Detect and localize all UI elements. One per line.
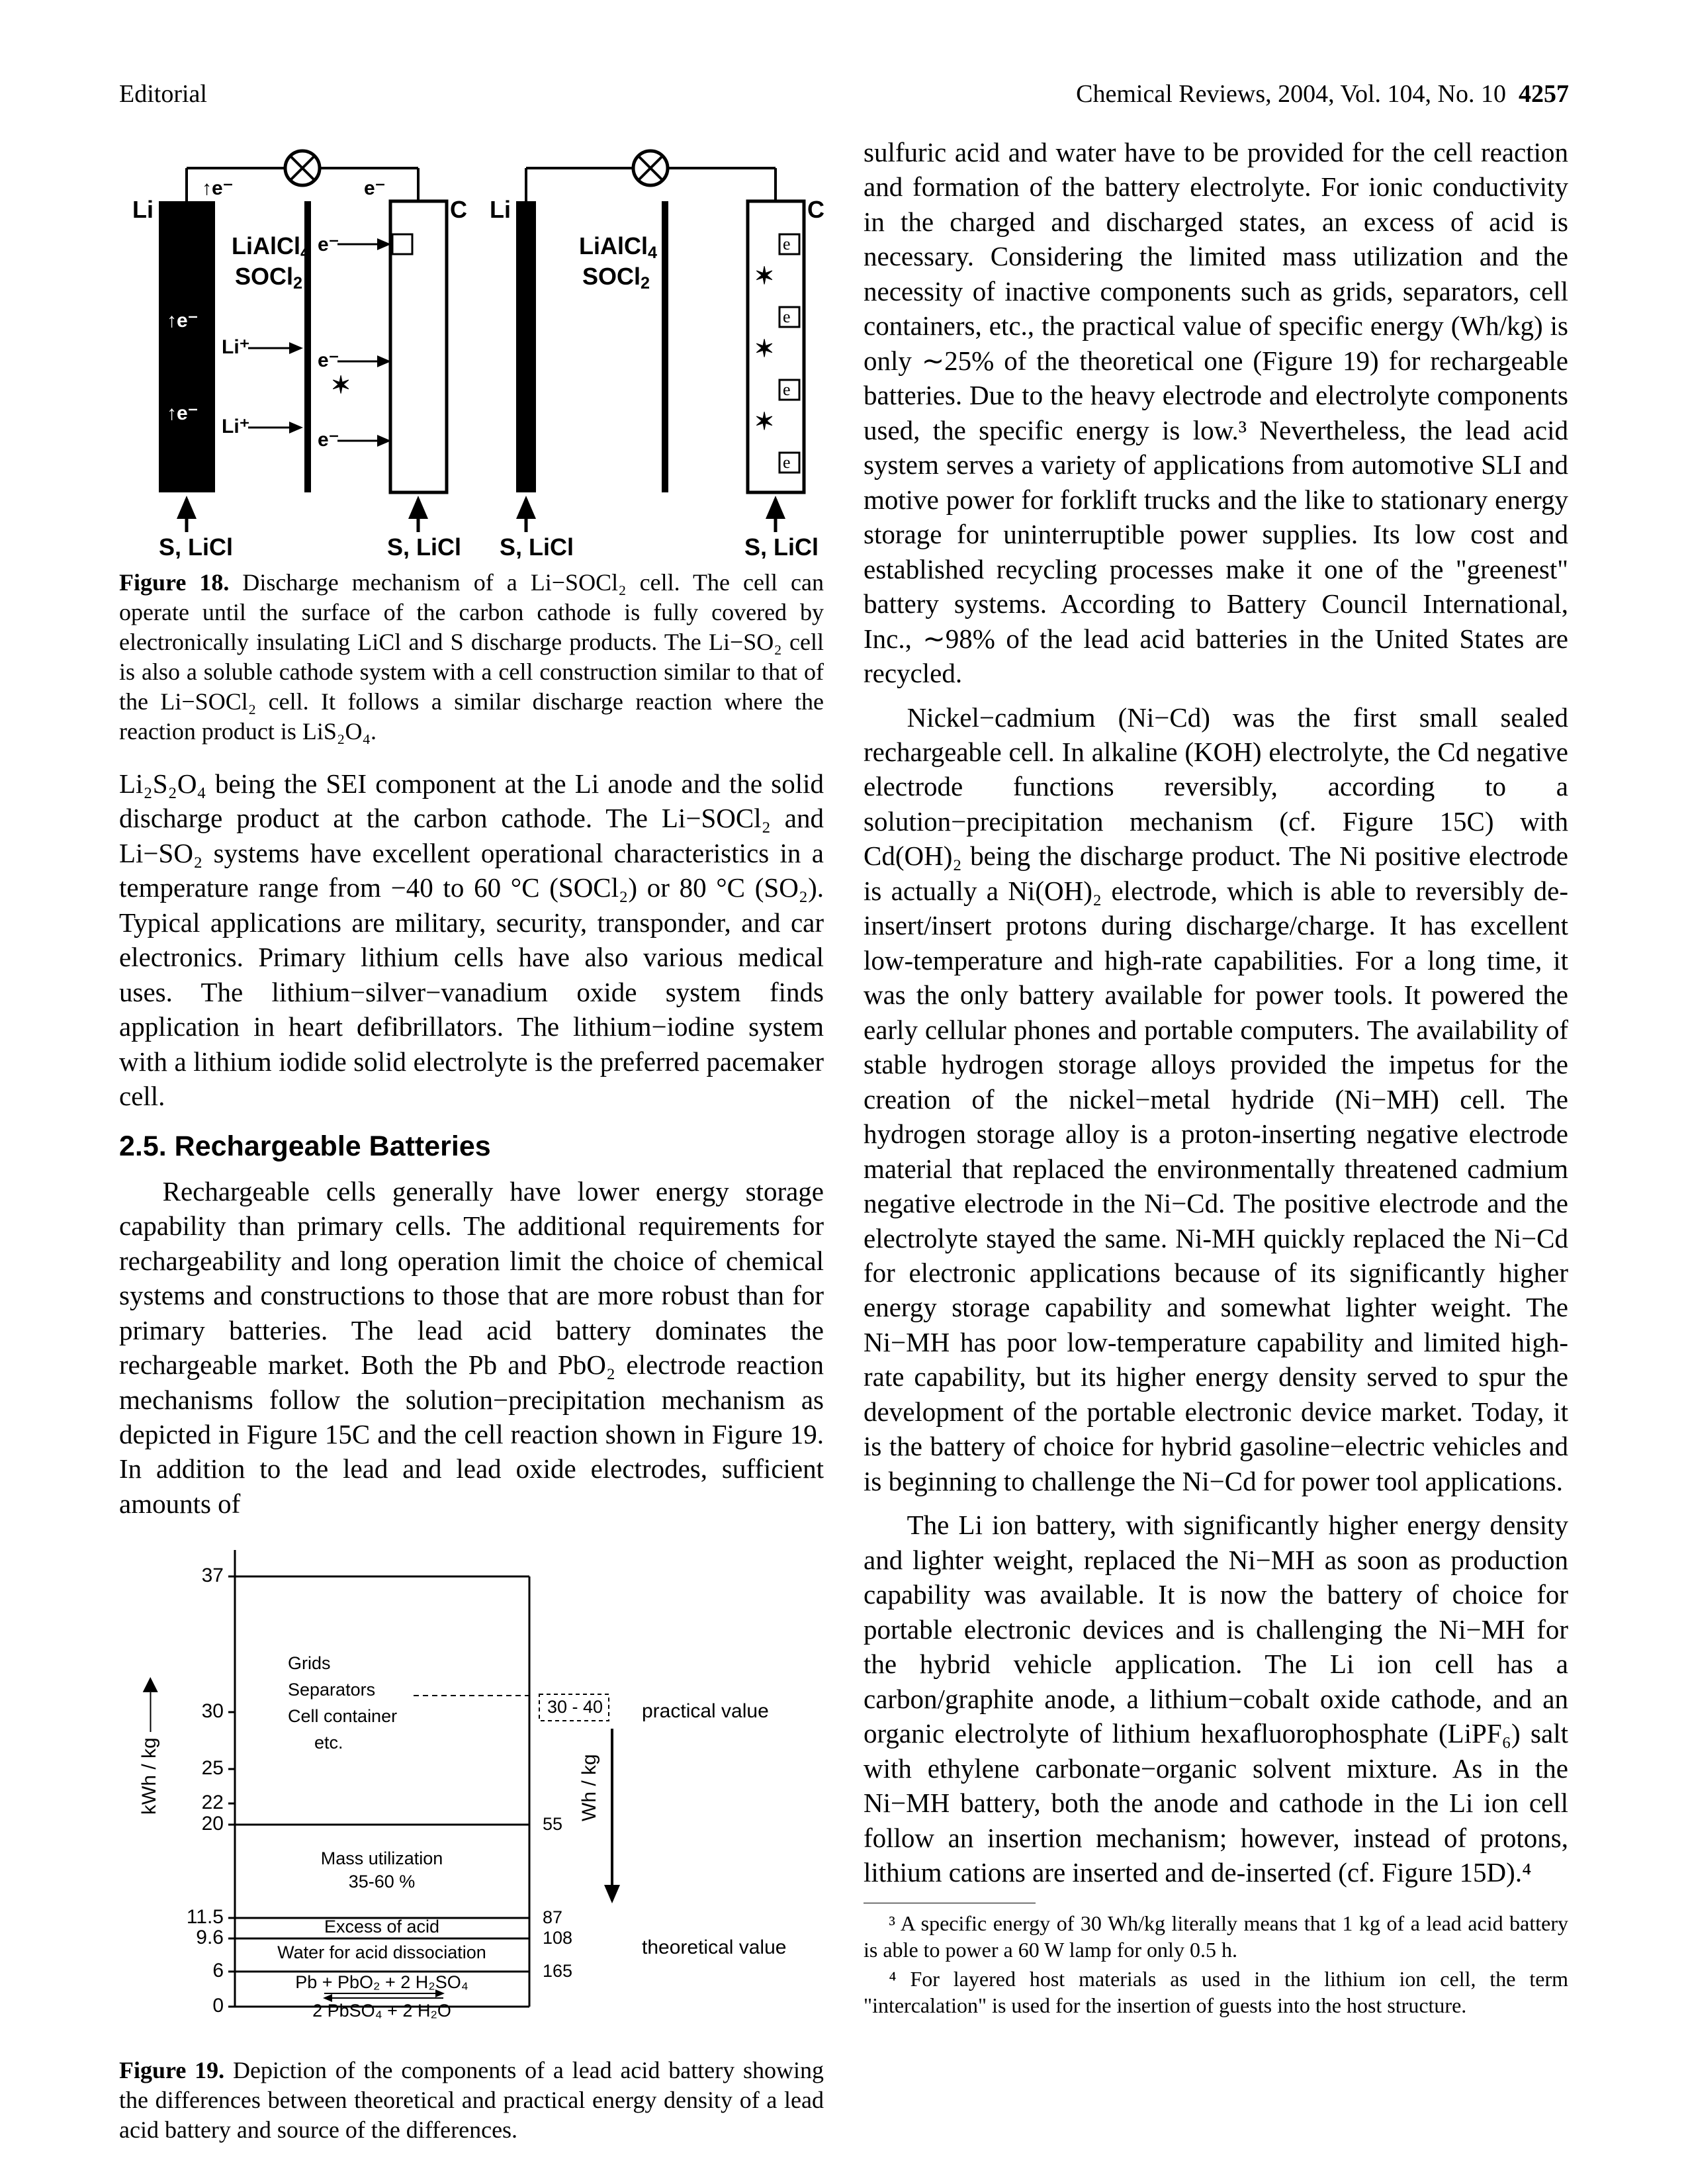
svg-text:87: 87 (543, 1907, 562, 1927)
svg-text:e⁻: e⁻ (318, 349, 339, 371)
svg-text:e: e (783, 307, 791, 326)
left-para-2: Rechargeable cells generally have lower … (119, 1174, 824, 1522)
running-head: Editorial Chemical Reviews, 2004, Vol. 1… (119, 79, 1569, 109)
svg-text:165: 165 (543, 1961, 572, 1981)
f18-electrolyte1: LiAlCl4 (232, 232, 310, 262)
footnote-3: ³ A specific energy of 30 Wh/kg literall… (864, 1910, 1568, 1963)
figure-19-caption: Figure 19. Depiction of the components o… (119, 2056, 824, 2145)
svg-text:Wh / kg: Wh / kg (578, 1754, 600, 1822)
svg-text:↑e⁻: ↑e⁻ (167, 310, 199, 332)
svg-text:20: 20 (202, 1813, 224, 1835)
svg-text:30: 30 (202, 1700, 224, 1722)
right-para-1: sulfuric acid and water have to be provi… (864, 135, 1568, 691)
runhead-right: Chemical Reviews, 2004, Vol. 104, No. 10… (1076, 79, 1569, 109)
svg-text:Grids: Grids (288, 1653, 331, 1673)
svg-text:e: e (783, 380, 791, 399)
runhead-left: Editorial (119, 79, 207, 109)
svg-text:etc.: etc. (314, 1733, 343, 1752)
svg-text:SOCl2: SOCl2 (582, 263, 650, 293)
journal-ref: Chemical Reviews, 2004, Vol. 104, No. 10 (1076, 80, 1506, 108)
f18-electrolyte2: SOCl2 (235, 263, 302, 293)
figure-19-svg: 0 6 9.6 11.5 20 22 25 30 37 kWh / kg ——▶ (119, 1530, 824, 2046)
svg-text:S, LiCl: S, LiCl (744, 533, 819, 559)
svg-text:Li⁺: Li⁺ (222, 336, 250, 358)
svg-text:Excess of acid: Excess of acid (324, 1917, 439, 1936)
left-column: Li C LiAlCl4 SOCl2 (119, 135, 824, 2165)
svg-text:6: 6 (212, 1960, 224, 1981)
svg-text:35-60 %: 35-60 % (349, 1872, 416, 1891)
svg-text:↑e⁻: ↑e⁻ (167, 402, 199, 424)
svg-text:9.6: 9.6 (196, 1927, 224, 1948)
svg-text:11.5: 11.5 (187, 1906, 224, 1928)
svg-text:25: 25 (202, 1757, 224, 1779)
page-number: 4257 (1519, 80, 1569, 108)
fig18-caption-lead: Figure 18. (119, 569, 229, 596)
svg-text:practical value: practical value (642, 1700, 769, 1722)
svg-text:theoretical value: theoretical value (642, 1936, 786, 1958)
svg-text:e⁻: e⁻ (318, 429, 339, 451)
svg-text:kWh / kg ——▶: kWh / kg ——▶ (138, 1677, 160, 1815)
section-heading: 2.5. Rechargeable Batteries (119, 1128, 824, 1165)
svg-text:↑e⁻: ↑e⁻ (202, 177, 234, 199)
svg-text:Separators: Separators (288, 1680, 375, 1700)
svg-text:Water for acid dissociation: Water for acid dissociation (277, 1942, 486, 1962)
svg-text:✶: ✶ (754, 335, 774, 362)
svg-text:55: 55 (543, 1814, 562, 1834)
svg-text:108: 108 (543, 1928, 572, 1948)
right-para-2: Nickel−cadmium (Ni−Cd) was the first sma… (864, 700, 1568, 1499)
figure-18-svg: Li C LiAlCl4 SOCl2 (119, 135, 824, 559)
svg-text:22: 22 (202, 1792, 224, 1813)
svg-text:e⁻: e⁻ (364, 177, 386, 199)
svg-text:Li: Li (490, 196, 511, 223)
f18-label-c: C (450, 196, 467, 223)
svg-text:Li⁺: Li⁺ (222, 416, 250, 437)
svg-text:e: e (783, 453, 791, 472)
svg-text:30 - 40: 30 - 40 (547, 1697, 603, 1717)
svg-text:Mass utilization: Mass utilization (321, 1848, 443, 1868)
svg-text:✶: ✶ (754, 262, 774, 289)
svg-text:S, LiCl: S, LiCl (159, 533, 233, 559)
svg-text:S, LiCl: S, LiCl (500, 533, 574, 559)
svg-text:✶: ✶ (331, 371, 351, 398)
svg-text:S, LiCl: S, LiCl (387, 533, 461, 559)
two-column-layout: Li C LiAlCl4 SOCl2 (119, 135, 1569, 2165)
fig19-caption-body: Depiction of the components of a lead ac… (119, 2057, 824, 2143)
svg-text:Cell container: Cell container (288, 1706, 397, 1726)
svg-text:2 PbSO₄ + 2 H₂O: 2 PbSO₄ + 2 H₂O (312, 2001, 451, 2021)
svg-text:C: C (807, 196, 824, 223)
right-column: sulfuric acid and water have to be provi… (864, 135, 1568, 2165)
svg-text:e⁻: e⁻ (318, 234, 339, 255)
svg-text:37: 37 (202, 1565, 224, 1586)
svg-text:Pb + PbO₂ + 2 H₂SO₄: Pb + PbO₂ + 2 H₂SO₄ (295, 1972, 468, 1992)
left-para-1: Li₂S₂O₄ being the SEI component at the L… (119, 766, 824, 1114)
page: Editorial Chemical Reviews, 2004, Vol. 1… (0, 0, 1688, 2184)
right-para-3: The Li ion battery, with significantly h… (864, 1508, 1568, 1889)
svg-text:✶: ✶ (754, 408, 774, 435)
svg-text:LiAlCl4: LiAlCl4 (579, 232, 657, 262)
svg-text:0: 0 (212, 1995, 224, 2017)
figure-18-caption: Figure 18. Discharge mechanism of a Li−S… (119, 568, 824, 747)
svg-text:e: e (783, 234, 791, 253)
f18-label-li: Li (132, 196, 154, 223)
footnotes: ³ A specific energy of 30 Wh/kg literall… (864, 1903, 1568, 2019)
fig19-caption-lead: Figure 19. (119, 2057, 224, 2083)
footnote-4: ⁴ For layered host materials as used in … (864, 1966, 1568, 2019)
